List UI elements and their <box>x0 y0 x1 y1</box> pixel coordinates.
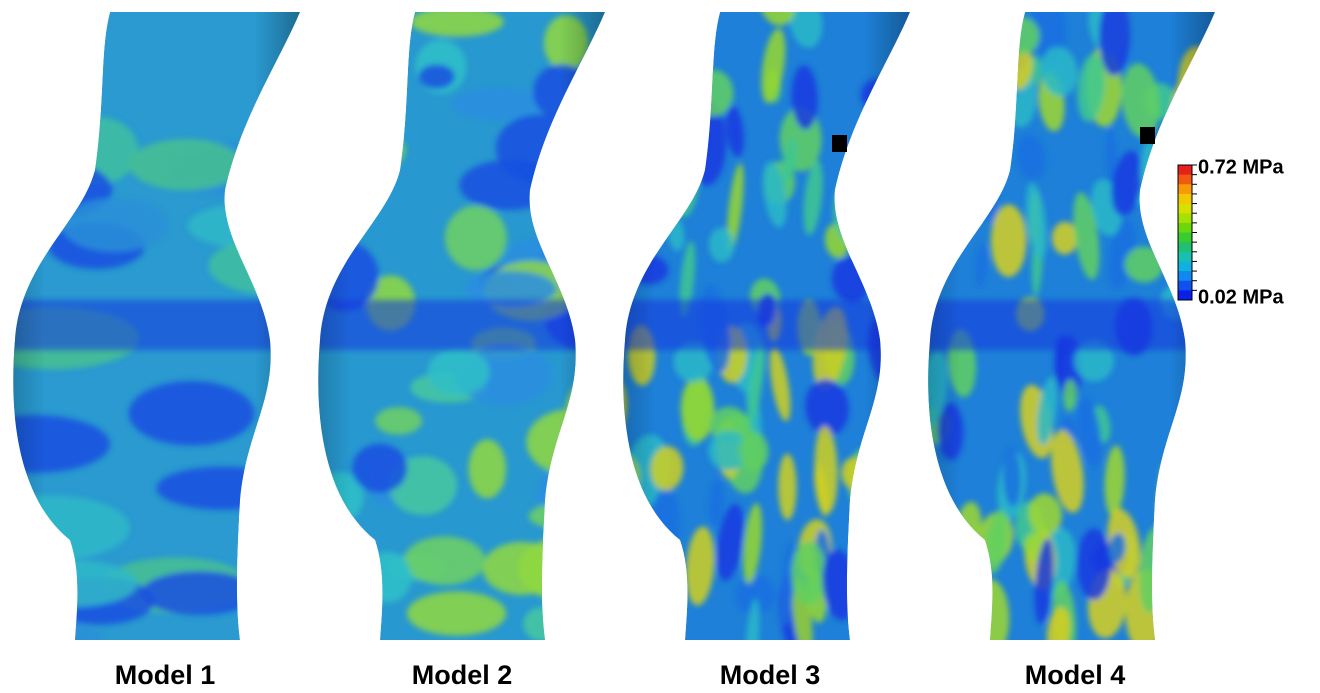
stress-blob <box>902 402 910 484</box>
stress-blob <box>1162 614 1179 640</box>
colorbar-band <box>1178 232 1192 243</box>
stress-blob <box>881 503 907 567</box>
stress-blob <box>845 193 887 228</box>
stress-blob <box>907 567 925 612</box>
stress-blob <box>318 64 375 112</box>
colorbar-band <box>1178 242 1192 253</box>
colorbar-band <box>1178 271 1192 282</box>
shading <box>623 12 910 640</box>
stress-map <box>13 12 300 640</box>
stress-blob <box>942 39 966 92</box>
colorbar-band <box>1178 193 1192 205</box>
stress-blob <box>873 478 903 517</box>
stress-blob <box>973 12 1002 65</box>
stress-blob <box>537 459 605 530</box>
stress-blob <box>930 15 967 76</box>
stress-blob <box>928 541 934 627</box>
colorbar-band <box>1178 174 1192 185</box>
marker <box>832 135 847 152</box>
stress-blob <box>1161 484 1181 538</box>
stress-blob <box>1178 541 1202 618</box>
stress-blob <box>1213 568 1215 601</box>
vessel-model <box>873 12 1249 640</box>
stress-map <box>318 12 605 640</box>
stress-blob <box>1149 155 1164 200</box>
stress-blob <box>891 366 910 442</box>
colorbar-band <box>1178 280 1192 291</box>
stress-blob <box>623 29 657 116</box>
stress-blob <box>639 546 673 626</box>
stress-blob <box>928 135 943 196</box>
stress-blob <box>1218 348 1249 410</box>
colorbar-min-label: 0.02 MPa <box>1198 286 1284 308</box>
stress-blob <box>566 421 608 495</box>
models <box>13 12 1249 640</box>
stress-map <box>873 12 1249 640</box>
marker <box>1140 127 1155 144</box>
stress-blob <box>653 88 677 143</box>
colorbar-band <box>1178 165 1192 176</box>
colorbar-band <box>1178 251 1192 262</box>
stress-blob <box>896 494 910 562</box>
colorbar <box>1177 164 1197 301</box>
stress-blob <box>669 127 708 160</box>
vessel-model <box>318 12 605 640</box>
stress-blob <box>578 489 600 558</box>
stress-map <box>566 12 910 640</box>
stress-blob <box>1189 499 1202 589</box>
model-label: Model 2 <box>412 660 513 690</box>
colorbar-max-label: 0.72 MPa <box>1198 156 1284 178</box>
colorbar-band <box>1178 184 1192 195</box>
stress-blob <box>318 544 370 612</box>
stress-blob <box>876 535 910 606</box>
colorbar-frame <box>1177 164 1193 301</box>
stress-blob <box>968 12 1001 59</box>
stress-blob <box>928 194 952 268</box>
stress-blob <box>318 126 406 174</box>
stress-blob <box>318 155 371 193</box>
stress-blob <box>680 93 705 150</box>
colorbar-band <box>1178 213 1192 224</box>
colorbar-band <box>1178 290 1192 301</box>
stress-blob <box>1173 529 1210 562</box>
stress-blob <box>565 377 605 447</box>
stress-blob <box>327 71 366 103</box>
stress-blob <box>1204 89 1215 136</box>
stress-blob <box>1183 495 1215 563</box>
colorbar-band <box>1178 261 1192 272</box>
shading <box>13 12 300 640</box>
stress-blob <box>562 113 599 165</box>
stress-blob <box>1200 379 1215 454</box>
stress-blob <box>624 12 658 44</box>
vessel-model <box>13 12 300 640</box>
stress-blob <box>1182 72 1210 128</box>
colorbar-band <box>1178 203 1192 214</box>
model-label: Model 3 <box>720 660 821 690</box>
model-label: Model 1 <box>115 660 216 690</box>
stress-blob <box>884 540 910 625</box>
stress-blob <box>891 511 931 603</box>
model-label: Model 4 <box>1025 660 1126 690</box>
stress-blob <box>623 54 643 132</box>
shading <box>928 12 1215 640</box>
stress-blob <box>885 537 918 612</box>
vessel-model <box>566 12 910 640</box>
stress-blob <box>1204 558 1215 602</box>
stress-blob <box>670 12 693 55</box>
stress-blob <box>1157 463 1169 551</box>
colorbar-band <box>1178 222 1192 233</box>
shading <box>318 12 605 640</box>
stress-blob <box>952 97 976 140</box>
